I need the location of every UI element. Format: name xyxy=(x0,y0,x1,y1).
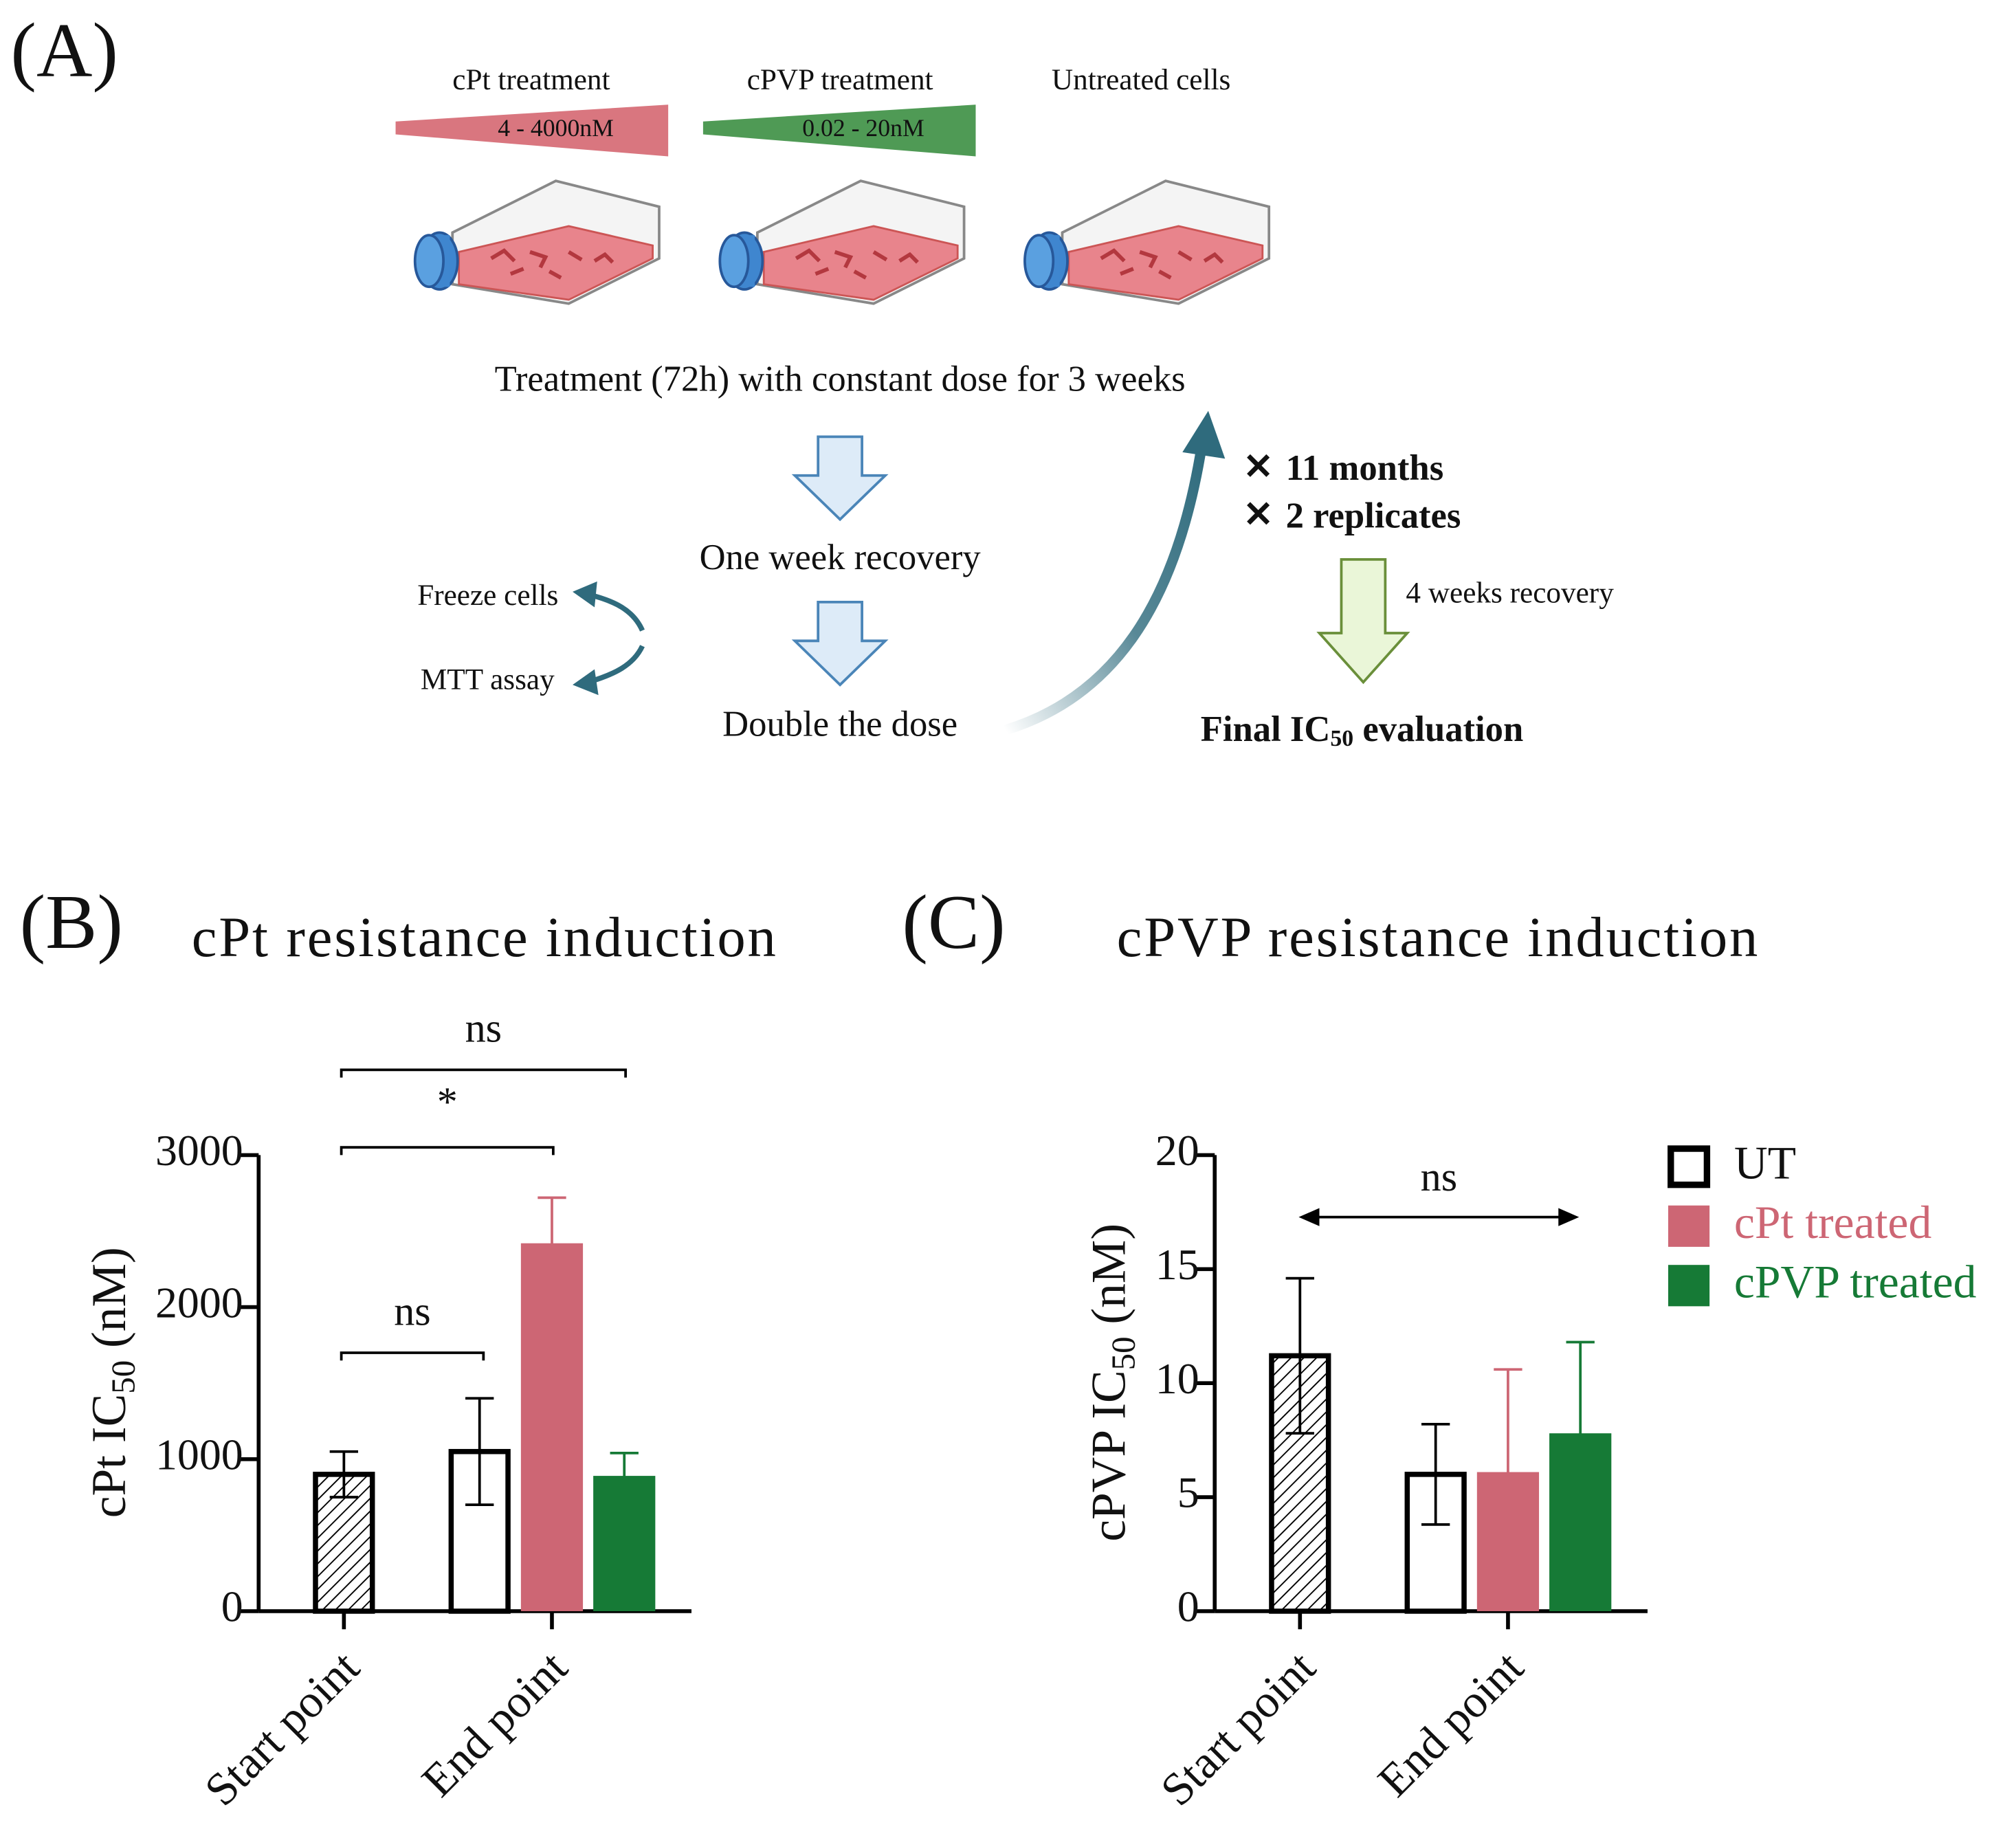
y-tick-label: 2000 xyxy=(155,1278,243,1327)
y-axis-label: cPVP IC50 (nM) xyxy=(1082,1224,1142,1542)
y-axis-label: cPt IC50 (nM) xyxy=(82,1247,142,1518)
arrow-head xyxy=(573,581,597,608)
arrow-head xyxy=(573,669,599,696)
x-tick-label: End point xyxy=(412,1641,577,1807)
bar xyxy=(1269,1353,1331,1614)
bar xyxy=(520,1243,584,1611)
bar xyxy=(593,1476,656,1611)
legend-swatch xyxy=(1668,1205,1710,1247)
y-label-unit: (nM) xyxy=(82,1247,136,1360)
significance-bracket xyxy=(340,1146,555,1155)
gradient-wedge xyxy=(395,104,669,157)
panel-label: (C) xyxy=(902,880,1005,965)
step: Treatment (72h) with constant dose for 3… xyxy=(495,359,1186,399)
gradient-wedge xyxy=(702,104,976,157)
significance-bracket xyxy=(340,1351,485,1361)
flask xyxy=(415,181,659,304)
final-step: Final IC50 evaluation xyxy=(1201,709,1524,751)
bar xyxy=(313,1472,375,1614)
x-tick-label: Start point xyxy=(1151,1641,1325,1816)
y-tick-label: 0 xyxy=(221,1582,243,1631)
arrow-head xyxy=(1182,410,1226,459)
final-rest: evaluation xyxy=(1353,709,1523,749)
cross: ✕ xyxy=(1243,495,1274,535)
flask xyxy=(720,181,964,304)
side-step: MTT assay xyxy=(421,663,555,696)
side-step: Freeze cells xyxy=(417,579,558,612)
chart-title: cPt resistance induction xyxy=(192,905,778,969)
final-text: Final IC xyxy=(1201,709,1331,749)
y-label-sub: 50 xyxy=(1105,1336,1142,1370)
x-tick-label: Start point xyxy=(195,1641,369,1816)
x-tick-label: End point xyxy=(1368,1641,1533,1807)
y-tick-label: 3000 xyxy=(155,1126,243,1175)
legend-swatch xyxy=(1668,1265,1710,1307)
y-label-sub: 50 xyxy=(104,1360,142,1394)
treatment-name: Untreated cells xyxy=(1052,63,1230,96)
bar xyxy=(1404,1472,1467,1614)
treatment-range: 4 - 4000nM xyxy=(498,114,614,142)
arrow-head xyxy=(1558,1208,1580,1226)
y-label-text: cPt IC xyxy=(82,1394,136,1518)
y-label-text: cPVP IC xyxy=(1082,1370,1136,1541)
final-sub: 50 xyxy=(1330,726,1353,751)
arrow xyxy=(793,435,887,521)
repeat: 11 months xyxy=(1286,448,1444,488)
bar xyxy=(1549,1433,1612,1611)
treatment-name: cPt treatment xyxy=(452,63,610,96)
repeat: 2 replicates xyxy=(1286,496,1461,536)
arrow xyxy=(793,601,887,687)
significance-label: * xyxy=(437,1079,458,1125)
panel-label: (A) xyxy=(10,8,118,93)
final-recovery: 4 weeks recovery xyxy=(1406,576,1614,609)
cross: ✕ xyxy=(1243,447,1274,487)
arrow-head xyxy=(1298,1208,1320,1226)
treatment-name: cPVP treatment xyxy=(747,63,933,96)
y-tick-label: 10 xyxy=(1155,1354,1199,1403)
y-tick-label: 0 xyxy=(1177,1582,1199,1631)
y-tick-label: 5 xyxy=(1177,1468,1199,1517)
panel-label: (B) xyxy=(20,880,123,965)
arrow xyxy=(1316,558,1410,685)
side-arrow xyxy=(587,591,645,685)
bar xyxy=(448,1448,511,1614)
treatment-range: 0.02 - 20nM xyxy=(802,114,924,142)
y-label-unit: (nM) xyxy=(1082,1224,1136,1337)
y-tick-label: 1000 xyxy=(155,1430,243,1479)
chart-title: cPVP resistance induction xyxy=(1117,905,1760,969)
significance-label: ns xyxy=(465,1006,502,1052)
y-tick-label: 20 xyxy=(1155,1126,1199,1175)
flask xyxy=(1025,181,1269,304)
legend-label: cPVP treated xyxy=(1734,1257,1977,1308)
significance-label: ns xyxy=(1421,1154,1457,1200)
legend-swatch xyxy=(1668,1145,1711,1188)
step: One week recovery xyxy=(700,538,982,577)
y-tick-label: 15 xyxy=(1155,1240,1199,1289)
step: Double the dose xyxy=(722,704,957,744)
significance-bracket xyxy=(340,1068,627,1078)
loop-arrow xyxy=(1004,445,1207,735)
bar xyxy=(1476,1472,1540,1611)
significance-label: ns xyxy=(394,1288,430,1334)
legend-label: UT xyxy=(1734,1138,1796,1189)
legend-label: cPt treated xyxy=(1734,1197,1931,1248)
